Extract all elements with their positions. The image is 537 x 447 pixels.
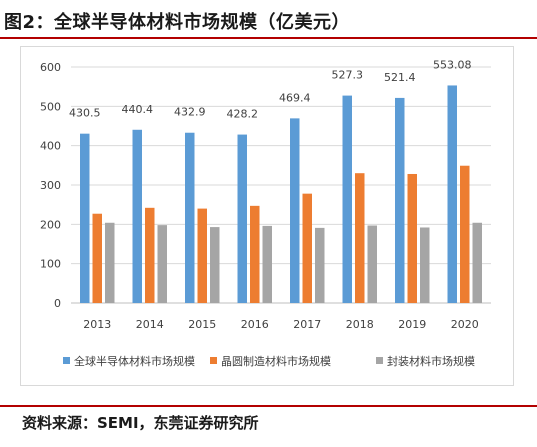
legend-label: 封装材料市场规模 — [387, 354, 475, 368]
x-tick-label: 2013 — [83, 318, 111, 331]
x-axis-ticks: 2013 2014 2015 2016 2017 2018 2019 2020 — [83, 318, 479, 331]
bar — [210, 227, 220, 303]
bar — [262, 225, 272, 303]
y-axis-ticks: 0 100 200 300 400 500 600 — [40, 61, 61, 310]
data-label: 469.4 — [279, 91, 311, 104]
y-tick-label: 600 — [40, 61, 61, 74]
legend-swatch — [63, 357, 70, 364]
bar — [460, 165, 470, 303]
bar — [367, 225, 377, 303]
bar — [250, 205, 260, 303]
x-tick-label: 2019 — [398, 318, 426, 331]
data-label: 521.4 — [384, 71, 416, 84]
bar — [420, 227, 430, 303]
source-divider — [0, 405, 537, 407]
bar — [302, 193, 312, 303]
bar-chart: 0 100 200 300 400 500 600 430.5 440.4 432.9 428.2… — [40, 58, 491, 368]
bar — [185, 132, 195, 303]
bar — [237, 134, 247, 303]
x-tick-label: 2018 — [346, 318, 374, 331]
source-note: 资料来源：SEMI，东莞证券研究所 — [22, 414, 259, 432]
data-label: 430.5 — [69, 107, 101, 120]
data-labels: 430.5 440.4 432.9 428.2 469.4 527.3 521.4 553.0… — [69, 58, 472, 120]
legend-label: 晶圆制造材料市场规模 — [221, 354, 331, 368]
bars — [80, 85, 482, 304]
y-tick-label: 100 — [40, 258, 61, 271]
y-tick-label: 200 — [40, 218, 61, 231]
page-title: 图2：全球半导体材料市场规模（亿美元） — [4, 12, 351, 33]
bar — [342, 95, 352, 303]
bar — [92, 213, 102, 303]
bar — [355, 173, 365, 303]
chart-frame: 0 100 200 300 400 500 600 430.5 440.4 432.9 428.2… — [20, 46, 514, 386]
y-tick-label: 0 — [54, 297, 61, 310]
bar — [315, 227, 325, 303]
y-tick-label: 500 — [40, 100, 61, 113]
x-tick-label: 2016 — [241, 318, 269, 331]
bar — [407, 173, 417, 303]
y-tick-label: 300 — [40, 179, 61, 192]
data-label: 440.4 — [122, 103, 154, 116]
bar — [197, 208, 207, 303]
data-label: 432.9 — [174, 106, 206, 119]
bar — [132, 129, 142, 303]
x-tick-label: 2017 — [293, 318, 321, 331]
bar — [105, 222, 115, 303]
bar — [290, 118, 300, 304]
legend-label: 全球半导体材料市场规模 — [74, 354, 195, 368]
bar — [80, 133, 90, 303]
bar — [157, 225, 167, 303]
data-label: 553.08 — [433, 58, 472, 71]
legend-swatch — [210, 357, 217, 364]
data-label: 428.2 — [227, 108, 259, 121]
legend: 全球半导体材料市场规模 晶圆制造材料市场规模 封装材料市场规模 — [63, 354, 475, 368]
legend-swatch — [376, 357, 383, 364]
x-tick-label: 2014 — [136, 318, 164, 331]
bar — [395, 97, 405, 303]
y-tick-label: 400 — [40, 140, 61, 153]
bar — [447, 85, 457, 303]
title-divider — [0, 37, 537, 39]
x-tick-label: 2020 — [451, 318, 479, 331]
data-label: 527.3 — [332, 69, 364, 82]
bar — [472, 222, 482, 303]
x-tick-label: 2015 — [188, 318, 216, 331]
bar — [145, 207, 155, 303]
